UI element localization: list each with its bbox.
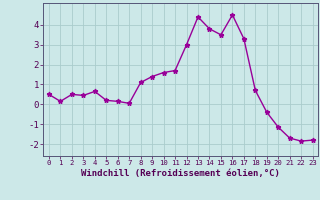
X-axis label: Windchill (Refroidissement éolien,°C): Windchill (Refroidissement éolien,°C) xyxy=(81,169,280,178)
